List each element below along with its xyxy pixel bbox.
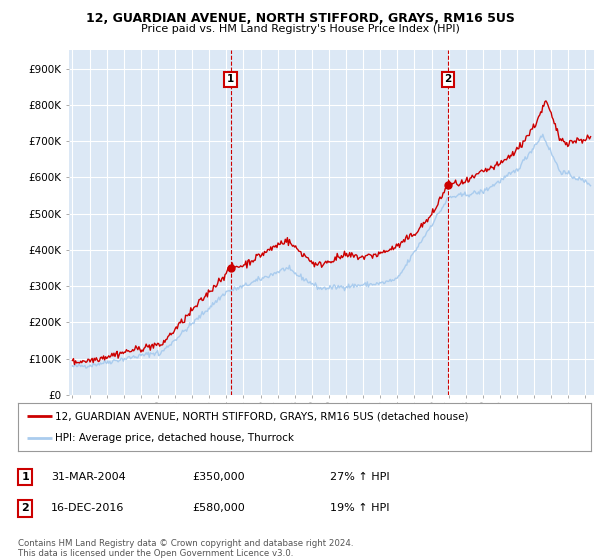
Text: Price paid vs. HM Land Registry's House Price Index (HPI): Price paid vs. HM Land Registry's House … [140,24,460,34]
Text: HPI: Average price, detached house, Thurrock: HPI: Average price, detached house, Thur… [55,433,294,443]
Text: 12, GUARDIAN AVENUE, NORTH STIFFORD, GRAYS, RM16 5US: 12, GUARDIAN AVENUE, NORTH STIFFORD, GRA… [86,12,514,25]
Text: 2: 2 [22,503,29,514]
Text: 19% ↑ HPI: 19% ↑ HPI [330,503,389,514]
Text: 1: 1 [227,74,234,85]
Text: 27% ↑ HPI: 27% ↑ HPI [330,472,389,482]
Text: Contains HM Land Registry data © Crown copyright and database right 2024.
This d: Contains HM Land Registry data © Crown c… [18,539,353,558]
Text: 31-MAR-2004: 31-MAR-2004 [51,472,126,482]
Text: £580,000: £580,000 [192,503,245,514]
Text: 2: 2 [445,74,452,85]
Text: 1: 1 [22,472,29,482]
Text: £350,000: £350,000 [192,472,245,482]
Text: 16-DEC-2016: 16-DEC-2016 [51,503,124,514]
Text: 12, GUARDIAN AVENUE, NORTH STIFFORD, GRAYS, RM16 5US (detached house): 12, GUARDIAN AVENUE, NORTH STIFFORD, GRA… [55,411,469,421]
